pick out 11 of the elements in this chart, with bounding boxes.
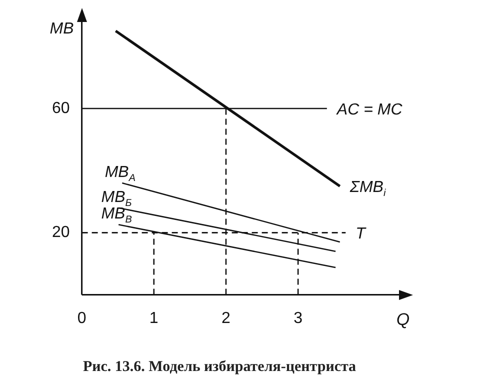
y-axis-title: MB [50, 20, 74, 38]
text: Рис. 13.6. Модель избирателя-центриста [82, 358, 357, 375]
y-tick-label: 60 [52, 100, 70, 117]
x-tick-label: 3 [294, 310, 303, 327]
series-label: AC = MC [336, 102, 403, 119]
y-tick-label: 20 [52, 224, 70, 242]
series-label: T [356, 226, 367, 243]
x-tick-label: 0 [77, 310, 86, 327]
x-tick-label: 1 [149, 310, 158, 327]
x-axis-title: Q [396, 310, 410, 329]
x-tick-label: 2 [222, 310, 231, 327]
